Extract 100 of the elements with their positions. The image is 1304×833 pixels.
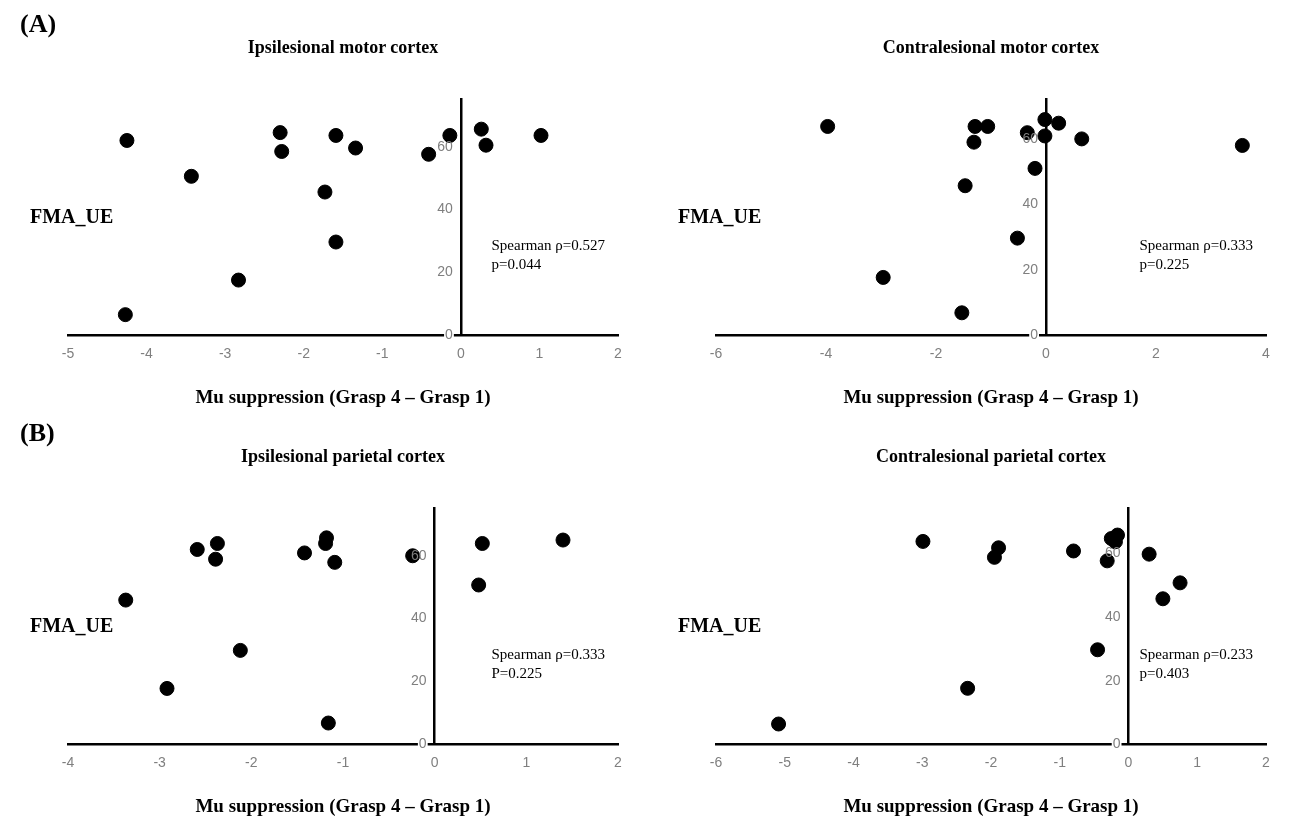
x-tick-label: -4 (140, 344, 154, 361)
point (771, 716, 787, 732)
x-tick-label: -3 (153, 753, 167, 770)
point (159, 680, 175, 696)
x-tick-label: -6 (709, 753, 723, 770)
x-tick-label: -2 (984, 753, 998, 770)
point (1090, 642, 1106, 658)
x-tick-label: -2 (245, 753, 258, 770)
x-tick-label: 2 (614, 753, 623, 770)
x-tick-label: 1 (1193, 753, 1202, 770)
y-axis-title: FMA_UE (678, 204, 762, 227)
point (232, 642, 248, 658)
point (328, 234, 344, 250)
annotation: Spearman ρ=0.233 (1139, 645, 1253, 662)
annotation: Spearman ρ=0.333 (491, 645, 605, 662)
annotation: p=0.044 (491, 255, 542, 272)
annotation: Spearman ρ=0.333 (1139, 236, 1253, 253)
x-tick-label: 0 (456, 344, 465, 361)
x-tick-label: -4 (847, 753, 860, 770)
point (875, 269, 891, 285)
point (119, 132, 135, 148)
y-axis-title: FMA_UE (30, 613, 114, 636)
point (209, 536, 225, 551)
x-tick-label: -3 (218, 344, 232, 361)
chart-title: Contralesional motor cortex (882, 37, 1100, 58)
point (328, 127, 344, 143)
point (1234, 137, 1250, 153)
y-tick-label: 60 (1104, 544, 1121, 561)
point (442, 127, 458, 143)
point (478, 137, 494, 153)
y-tick-label: 0 (1030, 326, 1039, 343)
x-tick-label: -1 (376, 344, 389, 361)
point (297, 545, 312, 561)
point (317, 184, 333, 200)
y-tick-label: 60 (1022, 129, 1039, 146)
point (915, 533, 931, 549)
x-tick-label: 0 (1042, 344, 1051, 361)
x-tick-label: -5 (61, 344, 75, 361)
point (954, 305, 970, 321)
point (1051, 115, 1067, 131)
point (1037, 128, 1053, 144)
chart-title: Contralesional parietal cortex (876, 446, 1106, 467)
y-tick-label: 60 (437, 137, 454, 154)
annotation: Spearman ρ=0.527 (491, 236, 606, 253)
x-tick-label: -1 (1053, 753, 1067, 770)
point (980, 118, 996, 134)
annotation: p=0.403 (1139, 664, 1190, 681)
point (348, 140, 364, 156)
y-tick-label: 20 (437, 263, 454, 280)
y-tick-label: 40 (1104, 607, 1121, 624)
point (957, 178, 973, 194)
point (1066, 543, 1081, 559)
point (231, 272, 246, 288)
y-axis-title: FMA_UE (678, 613, 762, 636)
point (320, 715, 336, 731)
point (555, 532, 571, 548)
x-axis-title: Mu suppression (Grasp 4 – Grasp 1) (843, 794, 1139, 817)
y-tick-label: 20 (1104, 671, 1121, 688)
y-tick-label: 20 (1022, 260, 1039, 277)
point (986, 549, 1002, 565)
x-tick-label: -2 (929, 344, 943, 361)
x-axis-title: Mu suppression (Grasp 4 – Grasp 1) (195, 794, 491, 817)
chart-title: Ipsilesional motor cortex (247, 37, 439, 58)
y-tick-label: 40 (437, 200, 454, 217)
y-tick-label: 0 (445, 326, 454, 343)
x-axis-title: Mu suppression (Grasp 4 – Grasp 1) (195, 385, 491, 408)
point (183, 168, 199, 184)
y-tick-label: 40 (411, 609, 427, 626)
y-tick-label: 0 (418, 735, 427, 752)
x-tick-label: 1 (522, 753, 531, 770)
text: (B) (20, 417, 55, 447)
point (1027, 160, 1043, 176)
x-tick-label: -3 (916, 753, 929, 770)
point (966, 134, 982, 150)
point (1009, 230, 1025, 246)
point (272, 125, 288, 141)
x-tick-label: -4 (61, 753, 75, 770)
point (327, 554, 343, 570)
point (474, 536, 490, 551)
y-tick-label: 40 (1022, 195, 1039, 212)
point (533, 127, 549, 143)
x-tick-label: 2 (1262, 753, 1271, 770)
point (473, 121, 489, 137)
x-tick-label: -6 (709, 344, 723, 361)
text: (A) (20, 8, 57, 38)
y-tick-label: 0 (1112, 735, 1121, 752)
x-axis-title: Mu suppression (Grasp 4 – Grasp 1) (843, 385, 1139, 408)
x-tick-label: 4 (1262, 344, 1271, 361)
point (1037, 112, 1053, 128)
point (118, 592, 134, 608)
x-tick-label: -2 (297, 344, 311, 361)
y-axis-title: FMA_UE (30, 204, 114, 227)
x-tick-label: 2 (1152, 344, 1161, 361)
x-tick-label: 2 (614, 344, 623, 361)
point (820, 118, 836, 134)
point (1141, 546, 1157, 562)
x-tick-label: 0 (1124, 753, 1133, 770)
point (208, 551, 224, 567)
point (960, 680, 976, 696)
x-tick-label: -5 (778, 753, 792, 770)
